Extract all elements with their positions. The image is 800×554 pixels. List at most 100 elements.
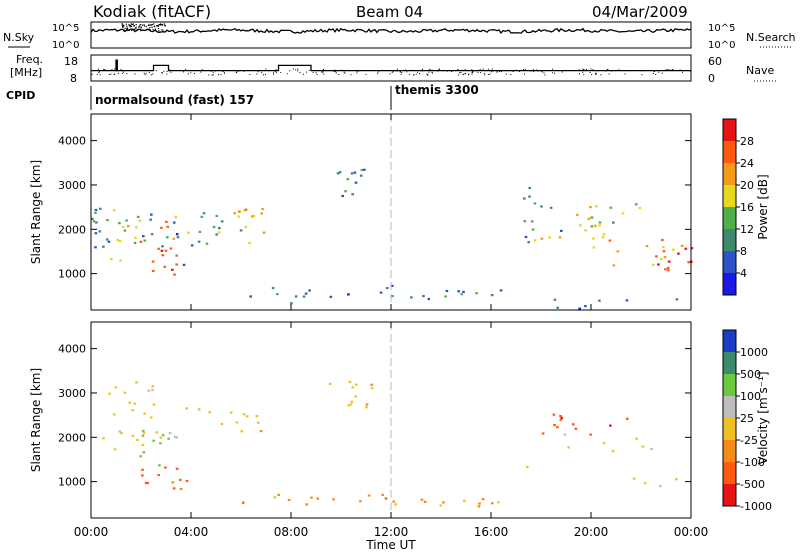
power-y-axis: 1000 2000 3000 4000 [58, 135, 691, 281]
nave-dot [222, 70, 224, 72]
colorbar-swatch [723, 229, 736, 251]
nave-dot [522, 69, 524, 71]
nave-dot [161, 72, 163, 74]
nave-dot [605, 70, 607, 72]
nave-dot [461, 69, 463, 71]
x-tick-label: 12:00 [374, 525, 409, 539]
power-cell [360, 168, 364, 172]
nave-dot [607, 68, 609, 70]
power-cell [190, 244, 194, 247]
power-cell [598, 299, 601, 302]
nave-dot [591, 74, 593, 76]
power-cell [118, 240, 122, 243]
power-cell [445, 289, 449, 293]
velocity-cell [477, 505, 481, 508]
velocity-cell [574, 427, 578, 430]
nave-dot [356, 69, 358, 71]
velocity-cell [179, 487, 183, 491]
velocity-cell [168, 432, 172, 435]
power-cell [110, 257, 113, 261]
velocity-cell [155, 431, 158, 434]
nave-dot [150, 74, 152, 76]
velocity-cell [316, 497, 319, 500]
power-cell [531, 228, 535, 231]
noise-dot [163, 23, 165, 25]
nave-dot [214, 70, 216, 72]
power-cell [166, 225, 169, 228]
power-cell [385, 287, 389, 290]
nave-dot [519, 71, 521, 73]
velocity-cell [641, 445, 645, 448]
velocity-cell [497, 501, 500, 504]
nave-dot [187, 73, 189, 75]
power-cell [346, 178, 350, 181]
power-cell [172, 237, 176, 240]
nave-dot [335, 72, 337, 74]
power-cell [379, 291, 383, 294]
velocity-cell [439, 504, 442, 507]
power-cell [391, 284, 394, 287]
nave-dot [343, 71, 345, 73]
noise-dot [135, 26, 137, 29]
power-cell [94, 208, 98, 212]
nave-dot [96, 73, 98, 75]
nave-dot [681, 71, 683, 73]
nave-dot [322, 71, 324, 73]
power-cell [95, 221, 98, 224]
y-tick-label: 4000 [58, 135, 86, 148]
power-cell [530, 220, 534, 223]
nave-dot [533, 71, 535, 73]
velocity-cell [185, 407, 188, 410]
noise-dot [161, 29, 163, 31]
velocity-colorbar-tick-label: -1000 [740, 500, 772, 513]
velocity-cell [120, 431, 123, 435]
nave-dot [275, 69, 277, 71]
station-title: Kodiak (fitACF) [93, 2, 211, 21]
power-cell [527, 241, 530, 244]
power-cell [238, 210, 241, 213]
colorbar-swatch [723, 396, 736, 418]
nave-dot [121, 72, 123, 74]
y-tick-label: 2000 [58, 431, 86, 444]
power-cell [590, 225, 594, 228]
power-cell [134, 236, 137, 239]
power-cell [350, 172, 354, 175]
nave-dot [583, 68, 585, 70]
power-cell [662, 250, 666, 253]
noise-right-tick-bottom: 10^0 [708, 40, 735, 51]
velocity-cell [365, 406, 368, 409]
power-cell [540, 205, 543, 208]
nave-dot [524, 68, 526, 70]
velocity-cell [332, 498, 335, 501]
nave-dot [238, 70, 240, 72]
nave-dot [530, 70, 532, 72]
nave-dot [338, 74, 340, 76]
velocity-cell [141, 443, 145, 446]
velocity-cell [463, 499, 466, 502]
power-cell [165, 220, 168, 223]
noise-dot [161, 24, 164, 26]
velocity-cell [552, 413, 556, 416]
noise-dot [128, 24, 130, 26]
power-cell [667, 260, 671, 263]
power-cell [667, 269, 670, 272]
power-cell [625, 299, 629, 302]
noise-dot [160, 23, 162, 25]
colorbar-swatch [723, 330, 736, 352]
nave-dot [603, 70, 605, 72]
noise-dot [126, 27, 128, 30]
velocity-cell [133, 402, 137, 405]
nave-dot [193, 73, 195, 75]
power-cell [490, 294, 494, 297]
colorbar-swatch [723, 119, 736, 141]
power-cell [150, 233, 154, 236]
power-cell [151, 269, 155, 273]
noise-dot [125, 29, 127, 32]
velocity-panel: 1000 2000 3000 4000 Slant Range [km] [29, 321, 692, 519]
nave-dot [212, 74, 214, 76]
noise-dot [121, 24, 123, 26]
power-cell [202, 212, 206, 215]
nave-dot [399, 70, 401, 72]
velocity-cell [256, 421, 260, 424]
power-cell [94, 246, 97, 249]
